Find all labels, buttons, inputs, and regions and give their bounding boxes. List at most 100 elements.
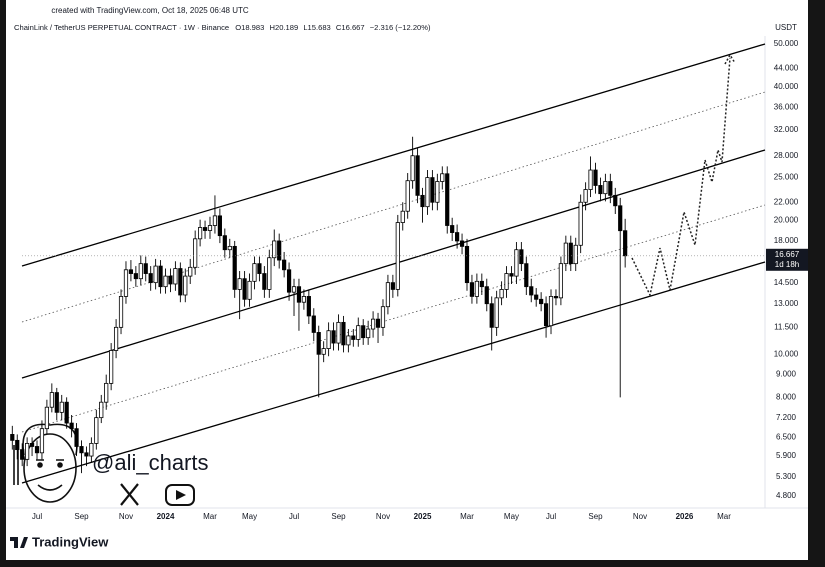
brand-name: TradingView — [32, 534, 109, 549]
candle-body — [232, 245, 237, 290]
candle-body — [321, 348, 326, 355]
candle-body — [484, 286, 489, 305]
x-tick-label: Jul — [289, 512, 299, 521]
x-tick-label: Nov — [633, 512, 647, 521]
candle-body — [183, 275, 188, 296]
candle-body — [583, 189, 588, 203]
candle-body — [361, 325, 366, 339]
candle-body — [331, 330, 336, 344]
candle-body — [385, 282, 391, 308]
x-tick-label: May — [504, 512, 519, 521]
candle-body — [188, 266, 193, 277]
candle-body — [464, 245, 470, 284]
candle-body — [54, 392, 59, 413]
forecast-arrow — [724, 53, 736, 65]
x-tick-label: Mar — [460, 512, 474, 521]
y-tick-label: 28.000 — [774, 151, 799, 160]
y-tick-label: 32.000 — [774, 125, 799, 134]
y-tick-label: 44.000 — [774, 64, 799, 73]
candle-body — [341, 321, 346, 346]
candle-body — [415, 155, 420, 196]
candle-body — [351, 335, 356, 340]
candle-body — [222, 235, 227, 251]
ohlc-value: L15.683 — [303, 23, 330, 32]
candle-body — [277, 240, 282, 261]
candle-body — [445, 173, 450, 226]
candle-body — [306, 296, 311, 317]
candle-body — [494, 297, 499, 328]
candle-body — [474, 280, 479, 297]
avatar — [13, 423, 78, 503]
candle-body — [168, 275, 173, 285]
candle-body — [425, 177, 430, 208]
candle-body — [420, 194, 425, 208]
candle-body — [489, 303, 494, 328]
y-tick-label: 40.000 — [774, 82, 799, 91]
candle-body — [29, 442, 35, 447]
candle-body — [499, 289, 504, 299]
candle-body — [410, 155, 415, 182]
y-tick-label: 8.000 — [776, 392, 797, 401]
candle-body — [212, 215, 218, 226]
symbol-legend: ChainLink / TetherUS PERPETUAL CONTRACT … — [14, 23, 431, 32]
candle-body — [534, 294, 539, 300]
candle-body — [573, 244, 578, 265]
candle-body — [64, 401, 69, 424]
candle-body — [618, 205, 623, 232]
candle-body — [588, 169, 593, 190]
candle-body — [84, 452, 89, 457]
candle-body — [400, 210, 405, 223]
watermark-handle: @ali_charts — [92, 450, 209, 475]
candle-body — [435, 181, 440, 203]
last-price-box — [766, 248, 808, 271]
y-tick-label: 50.000 — [774, 39, 799, 48]
price-unit: USDT — [775, 23, 797, 32]
candle-body — [89, 442, 94, 457]
candle-body — [529, 286, 534, 296]
y-tick-label: 7.200 — [776, 413, 797, 422]
candle-body — [553, 296, 559, 299]
candle-body — [558, 263, 564, 299]
y-tick-label: 5.300 — [776, 472, 797, 481]
candle-body — [370, 318, 376, 330]
y-tick-label: 22.000 — [774, 197, 799, 206]
candle-body — [568, 242, 573, 265]
candle-body — [346, 335, 351, 346]
y-tick-label: 18.000 — [774, 236, 799, 245]
candle-body — [543, 303, 549, 327]
candle-body — [39, 428, 45, 454]
candle-body — [158, 265, 163, 288]
candle-body — [336, 321, 341, 344]
candle-body — [469, 282, 475, 297]
candle-body — [405, 180, 410, 212]
candle-body — [148, 273, 153, 284]
candle-body — [440, 173, 445, 182]
y-tick-label: 5.900 — [776, 451, 797, 460]
candle-body — [291, 286, 297, 293]
symbol-title: ChainLink / TetherUS PERPETUAL CONTRACT … — [14, 23, 229, 32]
candle-body — [272, 240, 277, 259]
candle-body — [356, 325, 361, 340]
candle-body — [326, 330, 331, 349]
y-tick-label: 10.000 — [774, 349, 799, 358]
y-tick-label: 13.000 — [774, 299, 799, 308]
candle-body — [252, 263, 257, 282]
x-tick-label: Jul — [546, 512, 556, 521]
candle-body — [143, 263, 148, 274]
candle-body — [104, 382, 109, 403]
candle-body — [178, 268, 183, 296]
x-tick-label: 2025 — [414, 512, 432, 521]
candle-body — [247, 280, 252, 300]
channel-mid — [21, 149, 766, 379]
tradingview-logo: TradingView — [10, 534, 109, 549]
candle-body — [44, 406, 49, 430]
channel-quarter-line — [21, 91, 766, 323]
candle-body — [69, 422, 74, 430]
candle-body — [623, 230, 628, 257]
x-tick-label: Mar — [717, 512, 731, 521]
candle-body — [113, 326, 119, 351]
candle-body — [79, 446, 84, 454]
y-tick-label: 9.000 — [776, 370, 797, 379]
candle-body — [282, 259, 287, 271]
